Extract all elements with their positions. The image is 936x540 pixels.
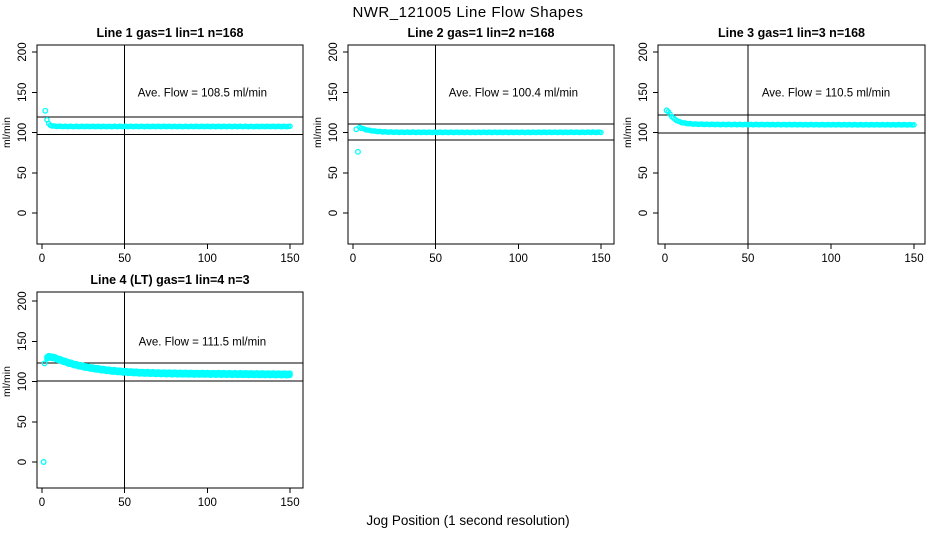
panel-line-2: 0 50 100 150 0 50 100 150 200 ml/min Line 2 gas=1 …: [312, 26, 615, 265]
x-axis-label: Jog Position (1 second resolution): [366, 513, 570, 528]
outlier-point: [355, 148, 361, 155]
data-point: [911, 122, 917, 128]
y-tick-label: 50: [17, 415, 29, 428]
y-tick-label: 50: [638, 166, 650, 179]
x-tick-label: 50: [118, 253, 131, 265]
ave-flow-annotation: Ave. Flow = 108.5 ml/min: [138, 87, 267, 99]
y-axis-label: ml/min: [1, 366, 13, 397]
y-tick-label: 50: [17, 166, 29, 179]
plot-box: [347, 44, 615, 245]
y-tick-label: 0: [638, 210, 650, 216]
x-tick-label: 0: [39, 497, 45, 509]
outlier-point: [41, 360, 48, 367]
y-tick-label: 100: [17, 372, 29, 391]
x-tick-label: 100: [509, 253, 528, 265]
main-title: NWR_121005 Line Flow Shapes: [352, 4, 584, 21]
x-tick-label: 100: [821, 253, 840, 265]
y-tick-label: 100: [638, 123, 650, 142]
x-tick-label: 0: [662, 253, 668, 265]
y-axis-label: ml/min: [1, 117, 13, 148]
y-tick-label: 150: [328, 83, 340, 102]
x-tick-label: 150: [591, 253, 610, 265]
ave-flow-annotation: Ave. Flow = 110.5 ml/min: [762, 87, 890, 99]
y-tick-label: 100: [328, 123, 340, 142]
y-tick-label: 200: [638, 42, 650, 61]
panel-line-4: 0 50 100 150 0 50 100 150 200 ml/min Line 4 (LT) g…: [1, 273, 304, 509]
outlier-point: [42, 107, 49, 114]
y-tick-label: 200: [328, 42, 340, 61]
x-tick-label: 150: [904, 253, 923, 265]
y-tick-label: 0: [17, 459, 29, 465]
x-tick-label: 50: [118, 497, 131, 509]
ave-flow-annotation: Ave. Flow = 100.4 ml/min: [449, 87, 578, 99]
plot-box: [657, 44, 926, 245]
ave-flow-annotation: Ave. Flow = 111.5 ml/min: [139, 336, 267, 348]
y-tick-label: 0: [328, 210, 340, 216]
x-tick-label: 50: [429, 253, 442, 265]
outlier-point: [40, 459, 47, 465]
y-axis-label: ml/min: [622, 117, 634, 148]
plot-box: [36, 291, 304, 489]
y-tick-label: 0: [17, 210, 29, 216]
y-axis-label: ml/min: [312, 117, 324, 148]
data-point: [287, 123, 293, 130]
panel-title: Line 1 gas=1 lin=1 n=168: [97, 26, 244, 40]
data-points: [353, 124, 604, 155]
panel-title: Line 2 gas=1 lin=2 n=168: [408, 26, 555, 40]
y-tick-label: 200: [17, 291, 29, 310]
data-points: [663, 107, 917, 128]
plot-box: [36, 44, 304, 245]
x-tick-label: 100: [198, 497, 217, 509]
x-tick-label: 0: [350, 253, 356, 265]
data-point: [287, 370, 293, 376]
y-tick-label: 100: [17, 123, 29, 142]
y-tick-label: 150: [17, 332, 29, 351]
x-tick-label: 0: [39, 253, 45, 265]
panel-line-3: 0 50 100 150 0 50 100 150 200 ml/min Line 3 gas=1 …: [622, 26, 926, 265]
y-tick-label: 200: [17, 42, 29, 61]
x-tick-label: 100: [198, 253, 217, 265]
y-tick-label: 150: [17, 83, 29, 102]
data-point: [598, 129, 604, 136]
x-tick-label: 50: [742, 253, 755, 265]
y-tick-label: 150: [638, 83, 650, 102]
x-tick-label: 150: [280, 497, 299, 509]
panel-title: Line 4 (LT) gas=1 lin=4 n=3: [90, 273, 249, 287]
outlier-point: [353, 126, 360, 133]
panel-line-1: 0 50 100 150 0 50 100 150 200 ml/min Line 1 gas=1 …: [1, 26, 304, 265]
outlier-point: [663, 107, 670, 114]
data-points: [42, 107, 293, 130]
x-tick-label: 150: [280, 253, 299, 265]
y-tick-label: 50: [328, 166, 340, 179]
panel-title: Line 3 gas=1 lin=3 n=168: [718, 26, 865, 40]
data-points: [40, 352, 293, 465]
